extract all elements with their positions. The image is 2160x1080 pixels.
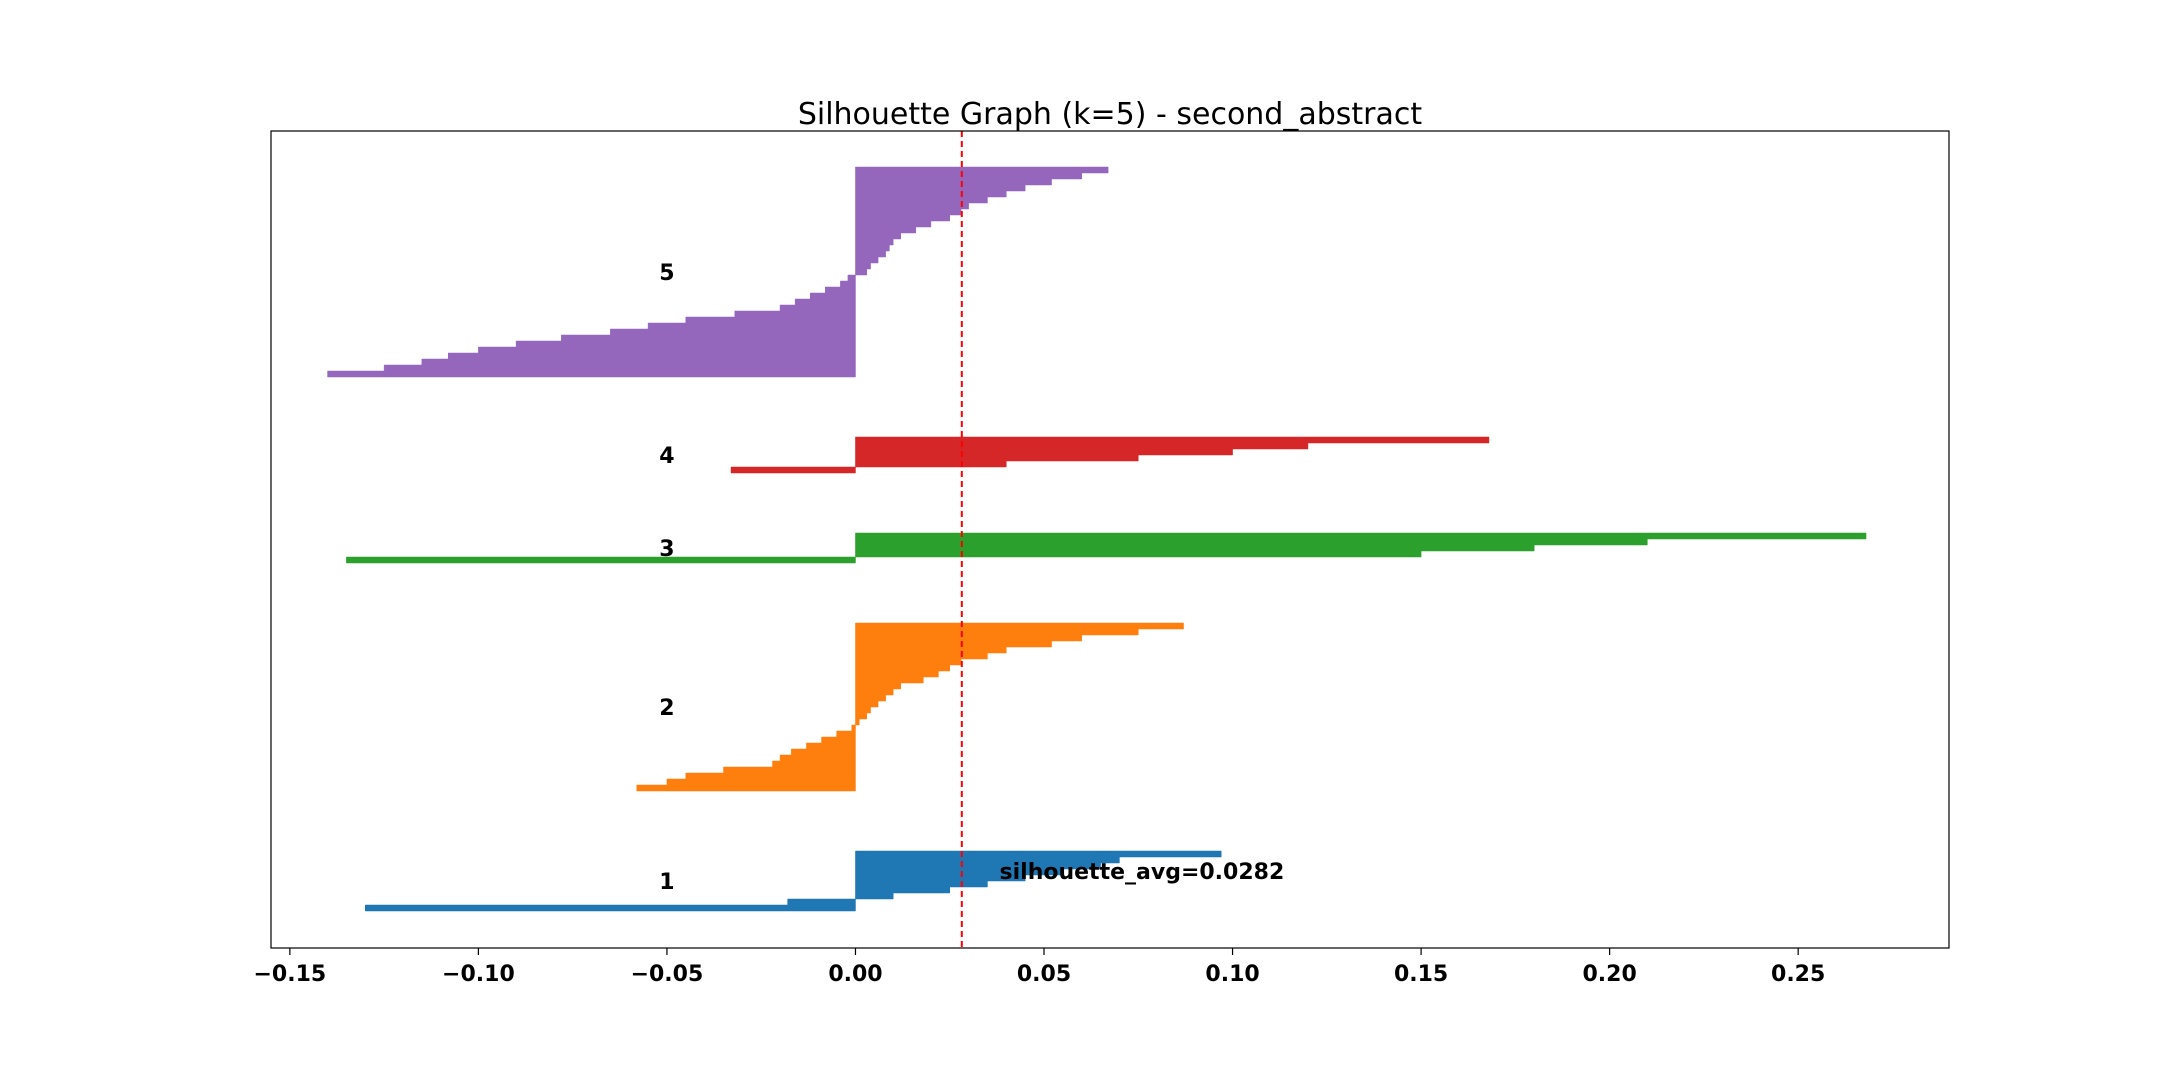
x-tick-label: −0.05: [631, 962, 704, 987]
clusters-layer: [327, 166, 1867, 912]
x-tick-label: 0.25: [1771, 962, 1825, 987]
x-axis-ticks: −0.15 −0.10 −0.05 0.00 0.05 0.10 0.15 0.20 0.25: [253, 948, 1825, 987]
x-tick-label: 0.05: [1017, 962, 1071, 987]
x-tick-label: −0.10: [442, 962, 515, 987]
chart-title: Silhouette Graph (k=5) - second_abstract: [798, 97, 1423, 132]
cluster-4-label: 4: [659, 444, 674, 469]
cluster-5-silhouette: [327, 166, 1109, 378]
silhouette-avg-label: silhouette_avg=0.0282: [1000, 860, 1285, 885]
plot-frame: [270, 130, 1950, 949]
cluster-2-label: 2: [659, 696, 674, 721]
cluster-labels-layer: 1 2 3 4 5: [659, 261, 674, 895]
cluster-1-silhouette: [365, 850, 1222, 912]
x-tick-label: −0.15: [253, 962, 326, 987]
cluster-3-silhouette: [346, 532, 1867, 564]
x-tick-label: 0.15: [1394, 962, 1448, 987]
x-tick-label: 0.10: [1205, 962, 1259, 987]
x-tick-label: 0.00: [828, 962, 882, 987]
x-tick-label: 0.20: [1582, 962, 1636, 987]
cluster-1-label: 1: [659, 870, 674, 895]
cluster-5-label: 5: [659, 261, 674, 286]
cluster-2-silhouette: [636, 622, 1184, 792]
cluster-3-label: 3: [659, 537, 674, 562]
cluster-4-silhouette: [730, 436, 1490, 474]
